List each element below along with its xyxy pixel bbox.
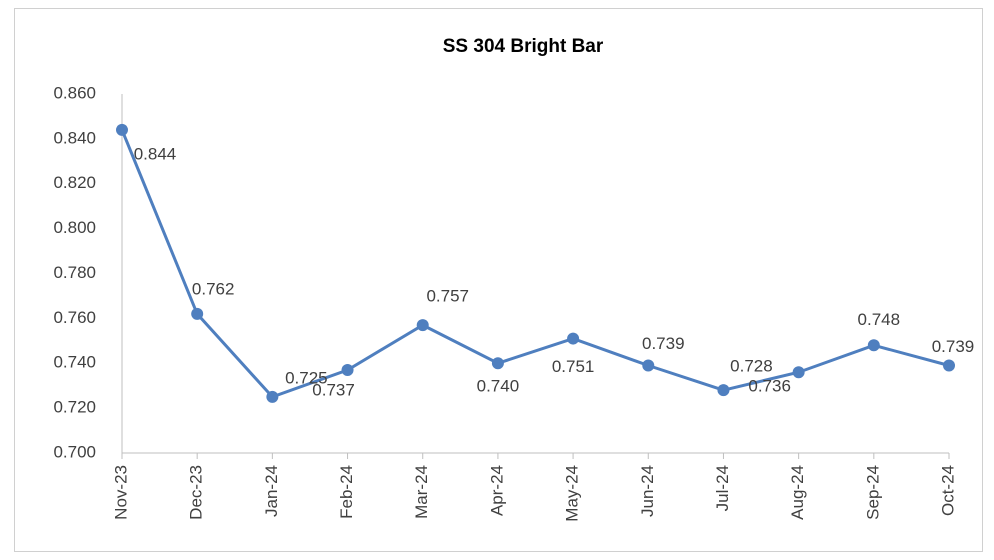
x-tick-label: Feb-24 [337, 465, 356, 519]
point [717, 384, 730, 397]
line [120, 129, 950, 399]
point [567, 332, 580, 345]
data-label: 0.728 [730, 357, 773, 376]
y-tick-label: 0.820 [53, 173, 96, 192]
data-label: 0.748 [858, 310, 901, 329]
point [341, 363, 354, 376]
data-label: 0.736 [748, 377, 791, 396]
data-label: 0.762 [192, 279, 235, 298]
data-label: 0.757 [426, 287, 469, 306]
y-tick-label: 0.800 [53, 218, 96, 237]
y-tick-label: 0.860 [53, 83, 96, 102]
point [416, 319, 429, 332]
y-tick-label: 0.840 [53, 128, 96, 147]
data-label: 0.737 [312, 380, 355, 399]
y-tick-label: 0.780 [53, 263, 96, 282]
x-tick-label: Jun-24 [638, 465, 657, 517]
x-tick-label: Oct-24 [938, 465, 957, 516]
x-tick-label: Mar-24 [412, 465, 431, 519]
data-label: 0.751 [552, 357, 595, 376]
y-tick-label: 0.720 [53, 398, 96, 417]
point [116, 123, 128, 136]
data-label: 0.725 [285, 368, 328, 387]
data-label: 0.740 [477, 377, 520, 396]
x-tick-label: Aug-24 [788, 465, 807, 520]
point [642, 359, 655, 372]
x-tick-label: Nov-23 [111, 465, 130, 520]
data-label: 0.739 [642, 334, 685, 353]
chart-border [14, 8, 983, 552]
point [266, 390, 279, 403]
x-tick-label: Apr-24 [487, 465, 506, 516]
point [491, 357, 504, 370]
point [191, 307, 204, 320]
point [943, 359, 955, 372]
x-tick-label: Sep-24 [863, 465, 882, 520]
x-tick-label: May-24 [563, 465, 582, 522]
y-tick-label: 0.700 [53, 442, 96, 461]
x-tick-label: Jul-24 [713, 465, 732, 511]
point [792, 366, 805, 379]
y-tick-label: 0.740 [53, 353, 96, 372]
data-label: 0.739 [932, 337, 975, 356]
chart-title: SS 304 Bright Bar [443, 36, 604, 57]
x-tick-label: Dec-23 [187, 465, 206, 520]
point [867, 339, 880, 352]
y-tick-label: 0.760 [53, 308, 96, 327]
x-tick-label: Jan-24 [262, 465, 281, 517]
data-label: 0.844 [134, 144, 177, 163]
